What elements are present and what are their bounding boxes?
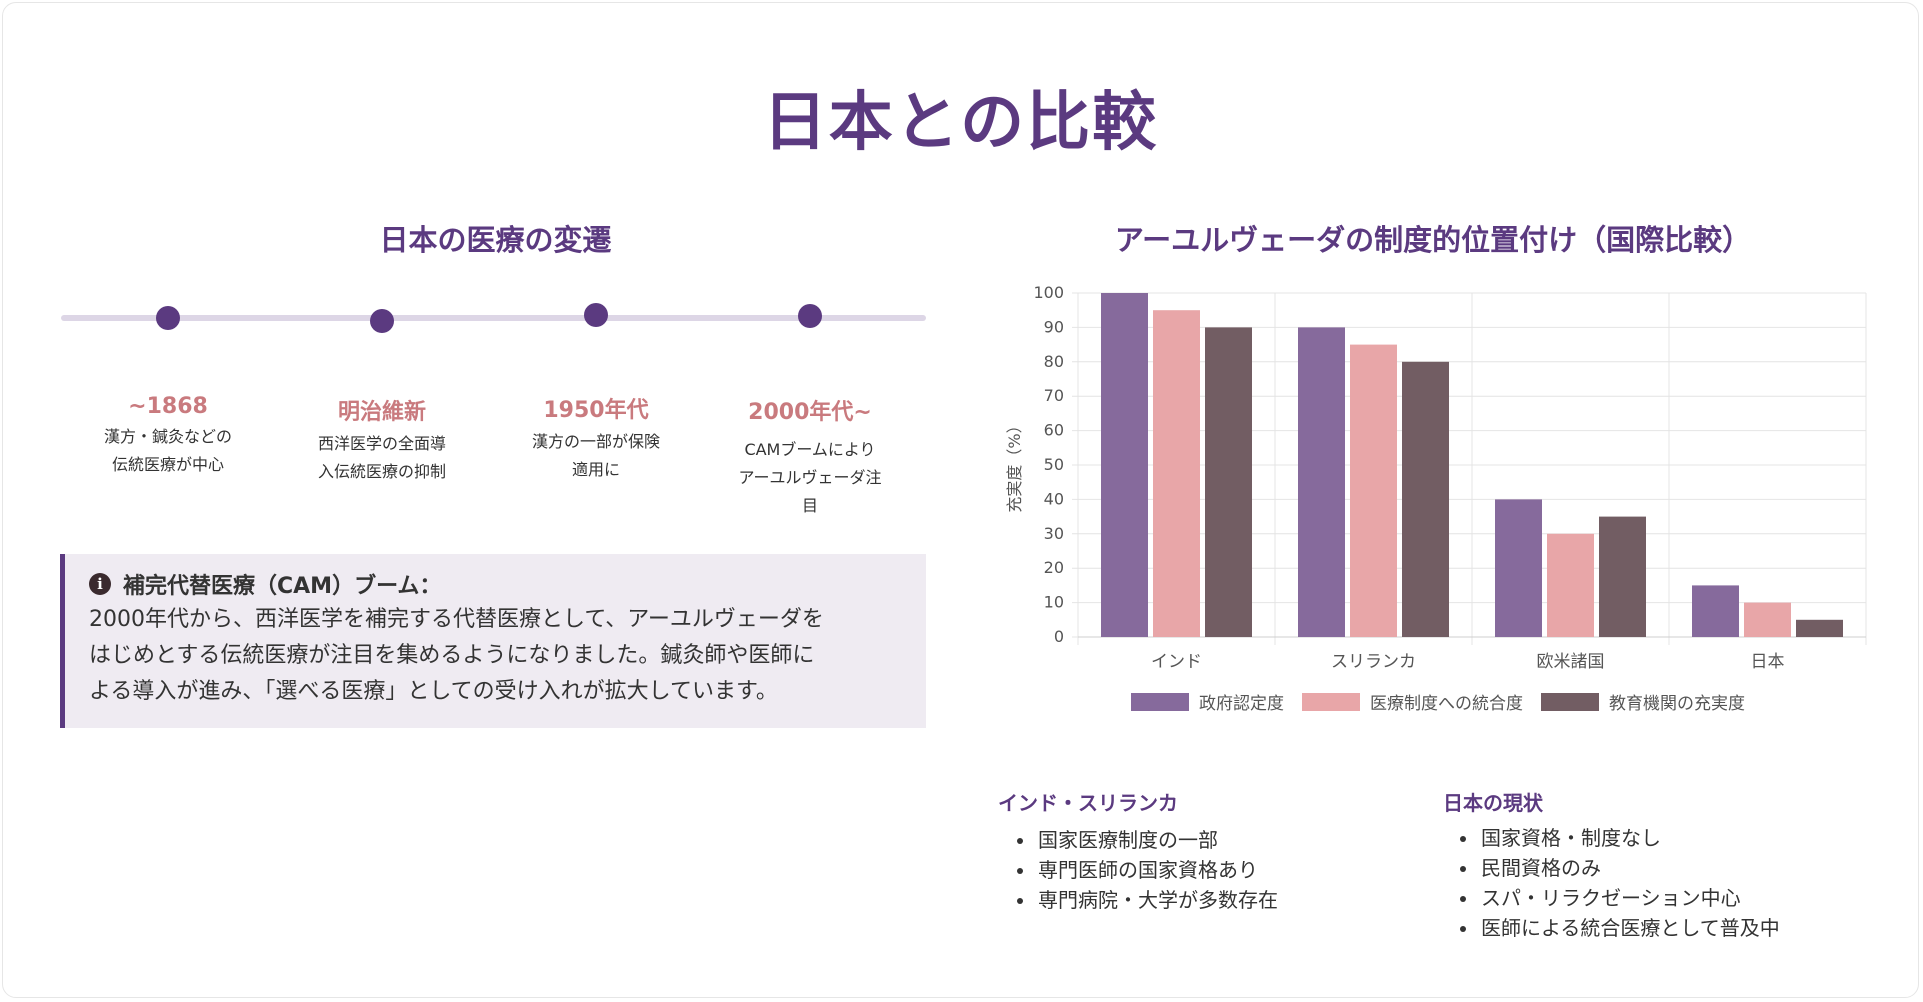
info-heading-row: i 補完代替医療（CAM）ブーム： [89, 568, 904, 600]
y-tick-label: 80 [1044, 352, 1064, 371]
info-text: 2000年代から、西洋医学を補完する代替医療として、アーユルヴェーダを はじめと… [89, 602, 904, 710]
info-line: よる導入が進み、「選べる医療」としての受け入れが拡大しています。 [89, 679, 778, 704]
timeline-item: 明治維新 西洋医学の全面導 入伝統医療の抑制 [282, 394, 482, 486]
timeline-dot [156, 306, 180, 330]
timeline-year: 2000年代~ [748, 400, 872, 425]
bar [1744, 602, 1791, 637]
india-title: インド・スリランカ [998, 791, 1178, 815]
timeline-desc: 西洋医学の全面導 入伝統医療の抑制 [282, 430, 482, 486]
list-item: 専門医師の国家資格あり [1036, 855, 1278, 885]
timeline-desc: 漢方の一部が保険 適用に [496, 428, 696, 484]
y-tick-label: 30 [1044, 524, 1064, 543]
y-tick-label: 40 [1044, 489, 1064, 508]
chart-title: アーユルヴェーダの制度的位置付け（国際比較） [1114, 223, 1752, 257]
legend-item[interactable]: 医療制度への統合度 [1302, 689, 1523, 714]
info-line: はじめとする伝統医療が注目を集めるようになりました。鍼灸師や医師に [89, 643, 815, 668]
x-tick-label: 日本 [1751, 652, 1785, 672]
legend-label: 教育機関の充実度 [1609, 694, 1745, 714]
legend-swatch [1131, 692, 1189, 711]
timeline-desc: CAMブームにより アーユルヴェーダ注 目 [710, 436, 910, 520]
x-tick-label: スリランカ [1331, 652, 1416, 672]
timeline-desc-line: 伝統医療が中心 [111, 455, 224, 474]
y-tick-label: 10 [1044, 593, 1064, 612]
bar [1402, 361, 1449, 637]
list-item: 民間資格のみ [1479, 853, 1780, 883]
timeline-item: ~1868 漢方・鍼灸などの 伝統医療が中心 [68, 394, 268, 479]
list-item: 国家医療制度の一部 [1036, 825, 1278, 855]
legend-item[interactable]: 政府認定度 [1131, 689, 1284, 714]
timeline-line [61, 315, 926, 321]
timeline-year: 1950年代 [543, 398, 649, 423]
info-line: 2000年代から、西洋医学を補完する代替医療として、アーユルヴェーダを [89, 607, 824, 632]
bar [1205, 327, 1252, 637]
legend-label: 政府認定度 [1199, 694, 1284, 714]
list-item: 専門病院・大学が多数存在 [1036, 885, 1278, 915]
chart-legend: 政府認定度 医療制度への統合度 教育機関の充実度 [998, 689, 1878, 714]
bar [1153, 310, 1200, 637]
y-axis-label: 充実度（%） [1005, 417, 1024, 512]
bar [1547, 533, 1594, 637]
y-tick-label: 60 [1044, 421, 1064, 440]
timeline-desc-line: 適用に [571, 460, 620, 479]
timeline-desc-line: 西洋医学の全面導 [317, 434, 446, 453]
timeline-dot [370, 309, 394, 333]
bar [1298, 327, 1345, 637]
info-icon: i [89, 573, 111, 595]
cam-info-box: i 補完代替医療（CAM）ブーム： 2000年代から、西洋医学を補完する代替医療… [60, 554, 926, 728]
bar-chart: 0 10 20 30 40 50 60 70 80 90 100 インド スリランカ 欧米諸国 日本 充実度（… [1005, 283, 1867, 672]
legend-swatch [1541, 692, 1599, 711]
y-tick-label: 50 [1044, 455, 1064, 474]
y-tick-label: 70 [1044, 386, 1064, 405]
bar [1350, 344, 1397, 637]
japan-title: 日本の現状 [1443, 791, 1543, 815]
x-tick-label: インド [1151, 652, 1202, 672]
timeline-desc-line: 漢方・鍼灸などの [103, 427, 232, 446]
timeline-item: 1950年代 漢方の一部が保険 適用に [496, 392, 696, 484]
timeline-desc: 漢方・鍼灸などの 伝統医療が中心 [68, 423, 268, 479]
legend-item[interactable]: 教育機関の充実度 [1541, 689, 1745, 714]
list-item: 国家資格・制度なし [1479, 823, 1780, 853]
bar [1796, 619, 1843, 637]
timeline-year: ~1868 [128, 394, 208, 419]
timeline-desc-line: 目 [801, 496, 818, 515]
timeline-desc-line: 入伝統医療の抑制 [317, 462, 446, 481]
list-item: スパ・リラクゼーション中心 [1479, 883, 1780, 913]
timeline-dot [798, 304, 822, 328]
y-tick-label: 90 [1044, 317, 1064, 336]
timeline-desc-line: CAMブームにより [744, 440, 876, 459]
y-tick-label: 100 [1033, 283, 1064, 302]
timeline-title: 日本の医療の変遷 [379, 223, 612, 257]
bar [1599, 516, 1646, 637]
japan-list: 国家資格・制度なし 民間資格のみ スパ・リラクゼーション中心 医師による統合医療… [1449, 823, 1780, 943]
timeline-item: 2000年代~ CAMブームにより アーユルヴェーダ注 目 [710, 394, 910, 520]
timeline-year: 明治維新 [337, 400, 426, 425]
page-title: 日本との比較 [762, 86, 1159, 160]
india-list: 国家医療制度の一部 専門医師の国家資格あり 専門病院・大学が多数存在 [1006, 825, 1278, 915]
y-tick-label: 20 [1044, 558, 1064, 577]
legend-label: 医療制度への統合度 [1370, 694, 1523, 714]
y-tick-label: 0 [1054, 627, 1064, 646]
timeline-desc-line: 漢方の一部が保険 [531, 432, 660, 451]
bar [1692, 585, 1739, 637]
bar [1101, 293, 1148, 637]
legend-swatch [1302, 692, 1360, 711]
info-heading: 補完代替医療（CAM）ブーム： [123, 574, 442, 599]
timeline-desc-line: アーユルヴェーダ注 [738, 468, 882, 487]
timeline-dot [584, 303, 608, 327]
bar [1495, 499, 1542, 637]
list-item: 医師による統合医療として普及中 [1479, 913, 1780, 943]
x-tick-label: 欧米諸国 [1537, 652, 1605, 672]
